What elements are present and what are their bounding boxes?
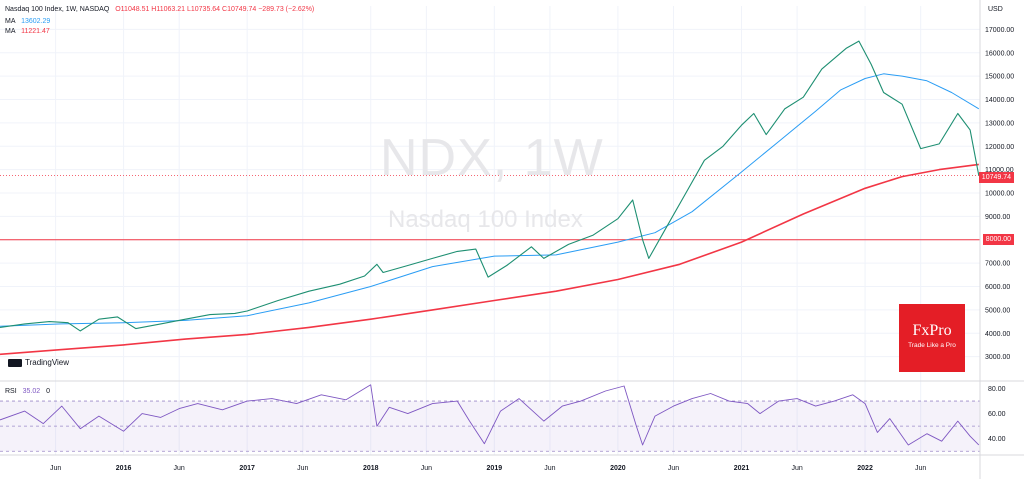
y-tick-label: 12000.00 — [985, 144, 1014, 151]
x-tick-label: Jun — [668, 465, 679, 472]
x-tick-label: Jun — [50, 465, 61, 472]
fxpro-brand: FxPro — [912, 322, 952, 339]
ma-slow-line — [0, 163, 979, 356]
last-price-tag: 10749.74 — [978, 172, 1014, 183]
x-tick-label: 2019 — [487, 465, 503, 472]
fxpro-logo: FxPro Trade Like a Pro — [899, 304, 965, 372]
rsi-tick-label: 60.00 — [988, 411, 1006, 418]
rsi-label: RSI — [5, 388, 17, 395]
tradingview-text: TradingView — [25, 358, 70, 367]
x-tick-label: 2021 — [734, 465, 750, 472]
y-tick-label: 5000.00 — [985, 307, 1010, 314]
rsi-band-fill — [0, 401, 980, 452]
x-tick-label: Jun — [297, 465, 308, 472]
ma-fast-legend: MA 13602.29 — [5, 17, 50, 26]
tradingview-logo[interactable]: TradingView — [8, 358, 69, 367]
y-tick-label: 13000.00 — [985, 120, 1014, 127]
chart-header: Nasdaq 100 Index, 1W, NASDAQ O11048.51 H… — [5, 5, 314, 14]
ma-fast-value: 13602.29 — [21, 18, 51, 25]
watermark-title: NDX, 1W — [380, 129, 604, 187]
y-tick-label: 4000.00 — [985, 331, 1010, 338]
ma-slow-legend: MA 11221.47 — [5, 27, 50, 36]
symbol-line: Nasdaq 100 Index, 1W, NASDAQ — [5, 6, 110, 13]
fxpro-tagline: Trade Like a Pro — [908, 342, 956, 349]
price-series — [0, 40, 980, 356]
y-tick-label: 10000.00 — [985, 191, 1014, 198]
y-tick-label: 7000.00 — [985, 261, 1010, 268]
x-tick-label: Jun — [421, 465, 432, 472]
rsi-tick-label: 80.00 — [988, 386, 1006, 393]
ma-slow-label: MA — [5, 28, 16, 35]
x-tick-label: 2016 — [116, 465, 132, 472]
watermark-subtitle: Nasdaq 100 Index — [388, 206, 583, 233]
rsi-legend: RSI 35.02 0 — [5, 387, 50, 396]
x-tick-label: Jun — [544, 465, 555, 472]
y-tick-label: 15000.00 — [985, 74, 1014, 81]
y-tick-label: 11000.00 — [985, 167, 1014, 174]
x-tick-label: 2020 — [610, 465, 626, 472]
y-tick-label: 9000.00 — [985, 214, 1010, 221]
x-tick-label: Jun — [174, 465, 185, 472]
y-tick-label: 17000.00 — [985, 27, 1014, 34]
rsi-value: 35.02 — [22, 388, 41, 395]
rsi-line — [0, 384, 980, 446]
x-tick-label: Jun — [915, 465, 926, 472]
level-tag: 8000.00 — [982, 234, 1014, 245]
x-tick-label: Jun — [791, 465, 802, 472]
ma-fast-label: MA — [5, 18, 16, 25]
rsi-tick-label: 40.00 — [988, 436, 1006, 443]
y-tick-label: 3000.00 — [985, 354, 1010, 361]
y-tick-label: 14000.00 — [985, 97, 1014, 104]
ohlc-values: O11048.51 H11063.21 L10735.64 C10749.74 … — [115, 6, 315, 13]
price-line — [0, 40, 980, 332]
x-tick-label: 2022 — [857, 465, 873, 472]
x-tick-label: 2018 — [363, 465, 379, 472]
y-tick-label: 16000.00 — [985, 50, 1014, 57]
ma-slow-value: 11221.47 — [21, 28, 50, 35]
currency-label: USD — [988, 6, 1003, 13]
rsi-extra: 0 — [46, 388, 51, 395]
tradingview-icon — [8, 358, 22, 367]
ma-fast-line — [0, 73, 980, 327]
rsi-series — [0, 384, 980, 446]
rsi-band — [0, 400, 980, 452]
y-tick-label: 6000.00 — [985, 284, 1010, 291]
x-tick-label: 2017 — [239, 465, 255, 472]
